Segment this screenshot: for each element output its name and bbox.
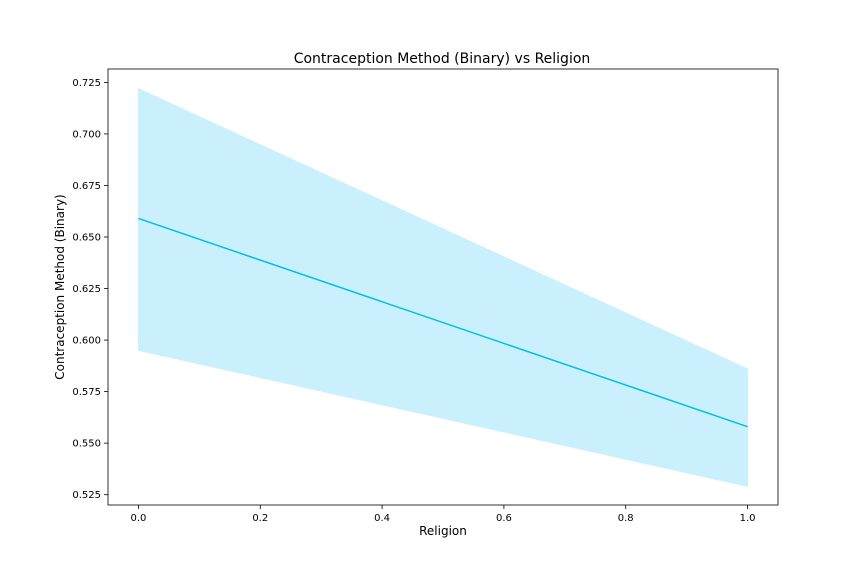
y-tick-label: 0.600 xyxy=(72,336,101,347)
x-axis-title: Religion xyxy=(419,524,467,538)
x-tick-label: 0.0 xyxy=(131,513,147,524)
x-tick-label: 0.6 xyxy=(496,513,512,524)
y-tick-label: 0.550 xyxy=(72,439,101,450)
chart-title: Contraception Method (Binary) vs Religio… xyxy=(294,51,591,67)
plot-area xyxy=(138,87,748,487)
series-line xyxy=(138,217,748,428)
y-axis-title: Contraception Method (Binary) xyxy=(53,194,67,379)
x-tick-label: 0.2 xyxy=(252,513,268,524)
x-tick-label: 0.4 xyxy=(374,513,390,524)
x-axis: 0.0 0.2 0.4 0.6 0.8 1.0 xyxy=(131,505,756,524)
y-tick-label: 0.675 xyxy=(72,181,101,192)
y-axis: 0.525 0.550 0.575 0.600 0.625 0.650 0.675 0.700… xyxy=(72,78,108,501)
y-tick-label: 0.650 xyxy=(72,233,101,244)
confidence-band xyxy=(138,87,748,487)
y-tick-label: 0.700 xyxy=(72,129,101,140)
plot-frame xyxy=(107,68,779,506)
y-tick-label: 0.525 xyxy=(72,490,101,501)
x-tick-label: 1.0 xyxy=(740,513,756,524)
y-tick-label: 0.625 xyxy=(72,284,101,295)
x-tick-label: 0.8 xyxy=(618,513,634,524)
y-tick-label: 0.725 xyxy=(72,78,101,89)
y-tick-label: 0.575 xyxy=(72,387,101,398)
